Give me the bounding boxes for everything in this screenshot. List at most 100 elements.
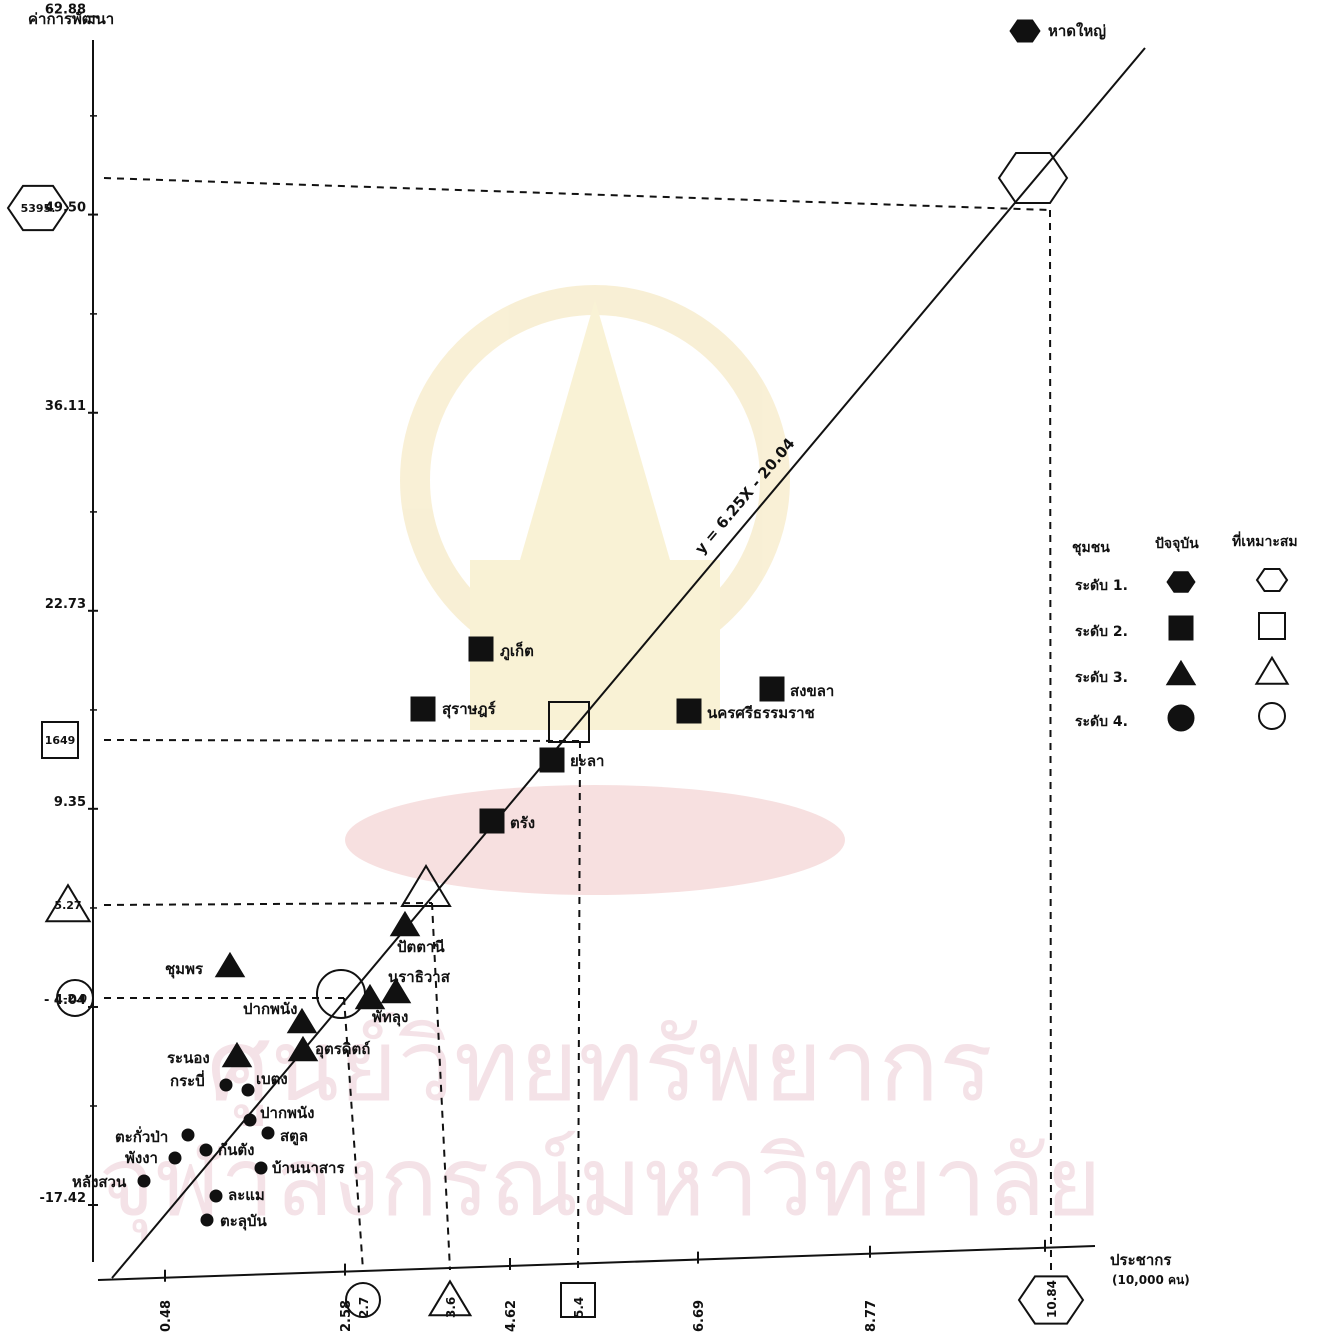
legend-optimal-hexagon bbox=[1255, 568, 1289, 592]
legend-current-hexagon bbox=[1166, 571, 1196, 593]
point-label: ปัตตานี bbox=[397, 938, 445, 956]
y-tick-label: 9.35 bbox=[54, 795, 86, 810]
y-axis-title: ค่าการพัฒนา bbox=[28, 10, 114, 28]
optimal-x-label-frame bbox=[1017, 1275, 1085, 1325]
point-triangle-level-3 bbox=[286, 1007, 318, 1034]
optimal-y-label: 5.27 bbox=[54, 899, 81, 912]
point-label: พังงา bbox=[125, 1149, 158, 1167]
optimal-x-label: 2.7 bbox=[357, 1297, 371, 1318]
point-label: ปากพนัง bbox=[260, 1104, 315, 1122]
point-label: อุตรดิตถ์ bbox=[315, 1040, 370, 1059]
optimal-y-label-frame bbox=[41, 721, 79, 759]
point-label: ยะลา bbox=[570, 752, 604, 770]
legend-row-label: ระดับ 1. bbox=[1075, 578, 1128, 594]
legend-header-current: ปัจจุบัน bbox=[1155, 536, 1199, 552]
optimal-marker-level-2 bbox=[548, 701, 590, 743]
point-label: บ้านนาสาร bbox=[272, 1159, 345, 1177]
x-axis-title: ประชากร bbox=[1110, 1251, 1172, 1269]
optimal-x-label: 10.84 bbox=[1045, 1280, 1059, 1318]
optimal-x-label-frame bbox=[345, 1282, 381, 1318]
optimal-y-label-frame bbox=[44, 883, 92, 923]
point-triangle-level-3 bbox=[354, 983, 386, 1010]
y-tick-label: -17.42 bbox=[39, 1191, 86, 1206]
vertical-guide bbox=[577, 740, 581, 1271]
point-square-level-2 bbox=[479, 808, 505, 834]
point-triangle-level-3 bbox=[221, 1041, 253, 1068]
point-square-level-2 bbox=[468, 636, 494, 662]
point-circle-level-4 bbox=[219, 1078, 233, 1092]
point-label: ระนอง bbox=[167, 1049, 210, 1067]
svg-text:ศูนย์วิทยทรัพยากร: ศูนย์วิทยทรัพยากร bbox=[207, 1007, 993, 1126]
legend-optimal-triangle bbox=[1254, 655, 1290, 685]
point-square-level-2 bbox=[539, 747, 565, 773]
watermark-seal: ศูนย์วิทยทรัพยากร จุฬาลงกรณ์มหาวิทยาลัย bbox=[98, 285, 1102, 1241]
optimal-y-label: 5395. bbox=[21, 202, 56, 215]
optimal-marker-level-1 bbox=[997, 152, 1069, 204]
x-tick-label: 6.69 bbox=[692, 1300, 707, 1332]
optimal-y-label: -2.0 bbox=[63, 992, 87, 1005]
point-circle-level-4 bbox=[181, 1128, 195, 1142]
point-label: พัทลุง bbox=[372, 1008, 408, 1027]
x-tick-label: 4.62 bbox=[504, 1300, 519, 1332]
y-tick-label: 49.50 bbox=[45, 201, 86, 216]
legend-optimal-square bbox=[1258, 612, 1286, 640]
x-axis-unit: (10,000 คน) bbox=[1112, 1273, 1190, 1287]
point-label: สตูล bbox=[280, 1127, 308, 1146]
x-tick-label: 2.58 bbox=[339, 1300, 354, 1332]
point-label: นครศรีธรรมราช bbox=[707, 704, 815, 722]
optimal-y-label-frame bbox=[56, 979, 94, 1017]
point-label: ภูเก็ต bbox=[500, 641, 534, 661]
point-label: นราธิวาส bbox=[388, 968, 451, 986]
optimal-marker-level-3 bbox=[400, 864, 452, 907]
vertical-guide bbox=[431, 902, 451, 1271]
point-label: กระบี่ bbox=[170, 1070, 205, 1090]
point-circle-level-4 bbox=[209, 1189, 223, 1203]
legend-row-label: ระดับ 4. bbox=[1075, 714, 1128, 730]
point-label: ตะลุบัน bbox=[220, 1212, 268, 1231]
point-triangle-level-3 bbox=[214, 951, 246, 978]
point-label: สงขลา bbox=[790, 682, 834, 700]
point-label: ละแม bbox=[228, 1186, 265, 1204]
horizontal-guide bbox=[103, 902, 433, 906]
legend-optimal-circle bbox=[1258, 702, 1286, 730]
point-hexagon-level-1 bbox=[1009, 19, 1041, 43]
legend-current-triangle bbox=[1165, 659, 1197, 686]
point-circle-level-4 bbox=[200, 1213, 214, 1227]
y-tick-label: - 4.04 bbox=[44, 993, 86, 1008]
y-tick-label: 62.88 bbox=[45, 3, 86, 18]
optimal-x-label: 3.6 bbox=[444, 1297, 458, 1318]
point-label: หาดใหญ่ bbox=[1048, 22, 1106, 40]
optimal-markers: 5395. 10.84 1649 5.4 5.27 3.6 -2.0 2.7 bbox=[6, 152, 1085, 1325]
svg-text:จุฬาลงกรณ์มหาวิทยาลัย: จุฬาลงกรณ์มหาวิทยาลัย bbox=[98, 1126, 1101, 1241]
point-circle-level-4 bbox=[241, 1083, 255, 1097]
point-square-level-2 bbox=[410, 696, 436, 722]
legend-row-label: ระดับ 2. bbox=[1075, 624, 1128, 640]
y-tick-label: 22.73 bbox=[45, 597, 86, 612]
data-points: หาดใหญ่ภูเก็ตสุราษฎร์ สงขลานครศรีธรรมราชย… bbox=[72, 19, 1106, 1231]
point-label: ตะกั่วป่า bbox=[115, 1126, 168, 1146]
point-label: หลังสวน bbox=[72, 1173, 127, 1191]
x-tick-label: 8.77 bbox=[864, 1300, 879, 1332]
legend-header-community: ชุมชน bbox=[1072, 540, 1110, 556]
point-circle-level-4 bbox=[199, 1143, 213, 1157]
point-label: สุราษฎร์ bbox=[442, 700, 497, 719]
optimal-x-label: 5.4 bbox=[572, 1297, 586, 1318]
point-circle-level-4 bbox=[243, 1113, 257, 1127]
x-tick-label: 0.48 bbox=[159, 1300, 174, 1332]
point-label: เบตง bbox=[256, 1070, 288, 1088]
point-circle-level-4 bbox=[137, 1174, 151, 1188]
legend-row-label: ระดับ 3. bbox=[1075, 670, 1128, 686]
point-circle-level-4 bbox=[168, 1151, 182, 1165]
point-triangle-level-3 bbox=[389, 910, 421, 937]
point-square-level-2 bbox=[759, 676, 785, 702]
point-circle-level-4 bbox=[254, 1161, 268, 1175]
point-label: กันตัง bbox=[218, 1141, 254, 1159]
point-square-level-2 bbox=[676, 698, 702, 724]
optimal-x-label-frame bbox=[560, 1282, 596, 1318]
x-axis-line bbox=[97, 1245, 1096, 1281]
point-label: ตรัง bbox=[510, 814, 535, 832]
horizontal-guide bbox=[103, 177, 1051, 211]
vertical-guide bbox=[1049, 209, 1052, 1271]
